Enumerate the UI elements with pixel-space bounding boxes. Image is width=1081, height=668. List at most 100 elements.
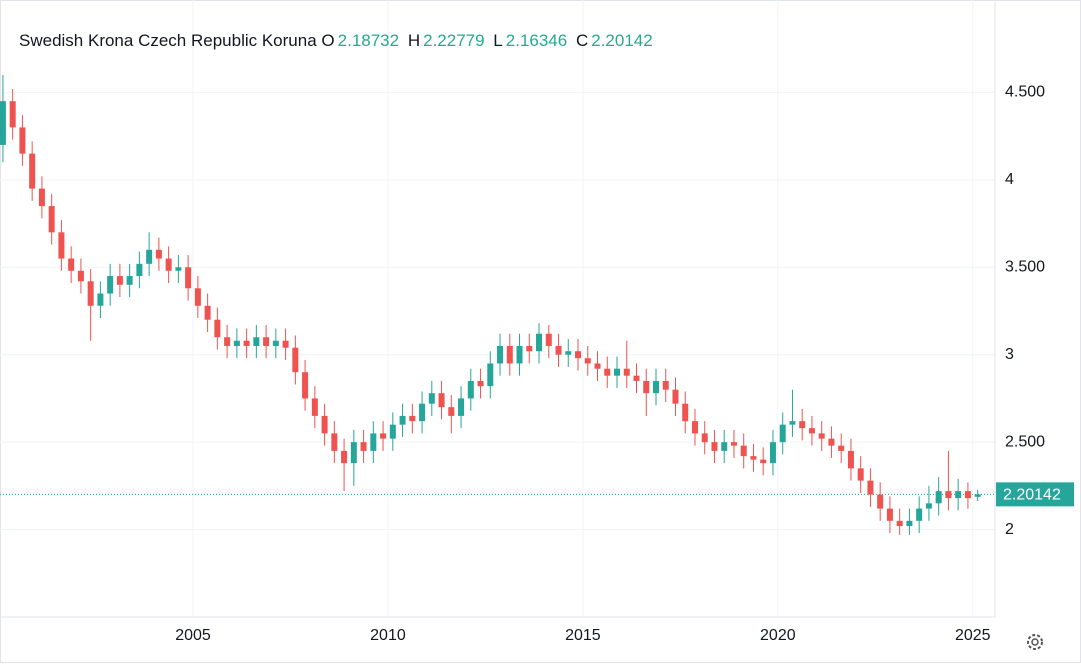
y-tick-label: 4 — [1005, 171, 1014, 188]
candle-body — [341, 450, 348, 464]
candle-body — [399, 415, 406, 425]
candle-body — [711, 442, 718, 451]
candle-body — [633, 375, 640, 381]
x-tick-label: 2025 — [955, 627, 991, 644]
candle-body — [155, 249, 162, 259]
candle-body — [467, 380, 474, 399]
candle-body — [77, 270, 84, 282]
candle-body — [175, 267, 182, 271]
candle-body — [594, 363, 601, 369]
candle-body — [448, 407, 455, 416]
legend-header: Swedish Krona Czech Republic Koruna O 2.1… — [19, 31, 657, 51]
candle-body — [545, 333, 552, 346]
candle-body — [136, 263, 143, 277]
candle-body — [48, 206, 55, 233]
candle-body — [584, 358, 591, 364]
candle-body — [964, 491, 971, 499]
candle-body — [458, 398, 465, 416]
candle-body — [29, 153, 36, 189]
candle-body — [847, 450, 854, 469]
candle-body — [526, 345, 533, 352]
x-tick-label: 2010 — [370, 627, 406, 644]
ohlc-value: 2.20142 — [591, 31, 653, 50]
candle-body — [428, 393, 435, 404]
candle-body — [672, 389, 679, 404]
candle-body — [652, 380, 659, 394]
candle-body — [838, 445, 845, 451]
candle-body — [828, 438, 835, 446]
candle-body — [185, 267, 192, 289]
candle-body — [331, 433, 338, 451]
candle-body — [224, 337, 231, 346]
candle-body — [263, 337, 270, 346]
candle-body — [779, 424, 786, 443]
y-tick-label: 2.500 — [1005, 433, 1045, 450]
candle-body — [682, 403, 689, 422]
candle-body — [477, 380, 484, 387]
candle-body — [955, 491, 962, 499]
candle-body — [214, 319, 221, 338]
candle-body — [760, 459, 767, 464]
y-tick-label: 4.500 — [1005, 84, 1045, 101]
gear-hub[interactable] — [1031, 638, 1039, 646]
candle-body — [935, 491, 942, 504]
symbol-title: Swedish Krona Czech Republic Koruna — [19, 31, 317, 50]
candle-body — [243, 340, 250, 346]
candle-body — [740, 445, 747, 457]
candle-body — [623, 368, 630, 376]
candle-body — [555, 345, 562, 355]
candle-body — [272, 340, 279, 346]
candle-body — [146, 249, 153, 264]
candle-body — [409, 415, 416, 422]
candle-body — [253, 337, 260, 346]
candle-body — [9, 101, 16, 128]
x-tick-label: 2020 — [760, 627, 796, 644]
candle-body — [194, 288, 201, 306]
candle-body — [643, 380, 650, 394]
ohlc-value: 2.18732 — [337, 31, 400, 50]
candle-body — [107, 276, 114, 294]
candle-body — [0, 101, 6, 145]
y-tick-label: 2 — [1005, 521, 1014, 538]
candle-body — [19, 127, 26, 154]
candle-body — [769, 442, 776, 464]
candle-body — [87, 281, 94, 306]
candle-body — [604, 368, 611, 376]
candle-body — [389, 424, 396, 439]
candle-body — [896, 520, 903, 527]
candle-body — [925, 503, 932, 509]
candle-body — [974, 494, 981, 497]
candle-body — [789, 421, 796, 425]
last-price-label: 2.20142 — [1003, 487, 1061, 504]
candle-body — [233, 340, 240, 346]
candle-body — [857, 468, 864, 481]
gear-teeth[interactable] — [1027, 634, 1043, 650]
candle-body — [58, 232, 65, 259]
candle-body — [68, 258, 75, 271]
candle-body — [350, 442, 357, 464]
candle-body — [97, 293, 104, 306]
candle-body — [867, 480, 874, 495]
candle-body — [438, 393, 445, 408]
candle-body — [799, 421, 806, 429]
candle-body — [302, 372, 309, 399]
candle-body — [370, 433, 377, 451]
settings-icon[interactable] — [1027, 634, 1043, 650]
x-tick-label: 2015 — [565, 627, 601, 644]
x-tick-label: 2005 — [175, 627, 211, 644]
candle-body — [321, 415, 328, 434]
candle-body — [691, 421, 698, 434]
candle-body — [906, 520, 913, 527]
candle-body — [730, 442, 737, 446]
ohlc-value: 2.16346 — [505, 31, 568, 50]
ohlc-value: 2.22779 — [423, 31, 485, 50]
ohlc-key: C — [575, 31, 589, 50]
candle-body — [886, 508, 893, 521]
ohlc-key: L — [493, 31, 503, 50]
candle-body — [916, 508, 923, 521]
ohlc-key: O — [321, 31, 335, 50]
candle-body — [614, 368, 621, 376]
candle-body — [565, 351, 572, 355]
